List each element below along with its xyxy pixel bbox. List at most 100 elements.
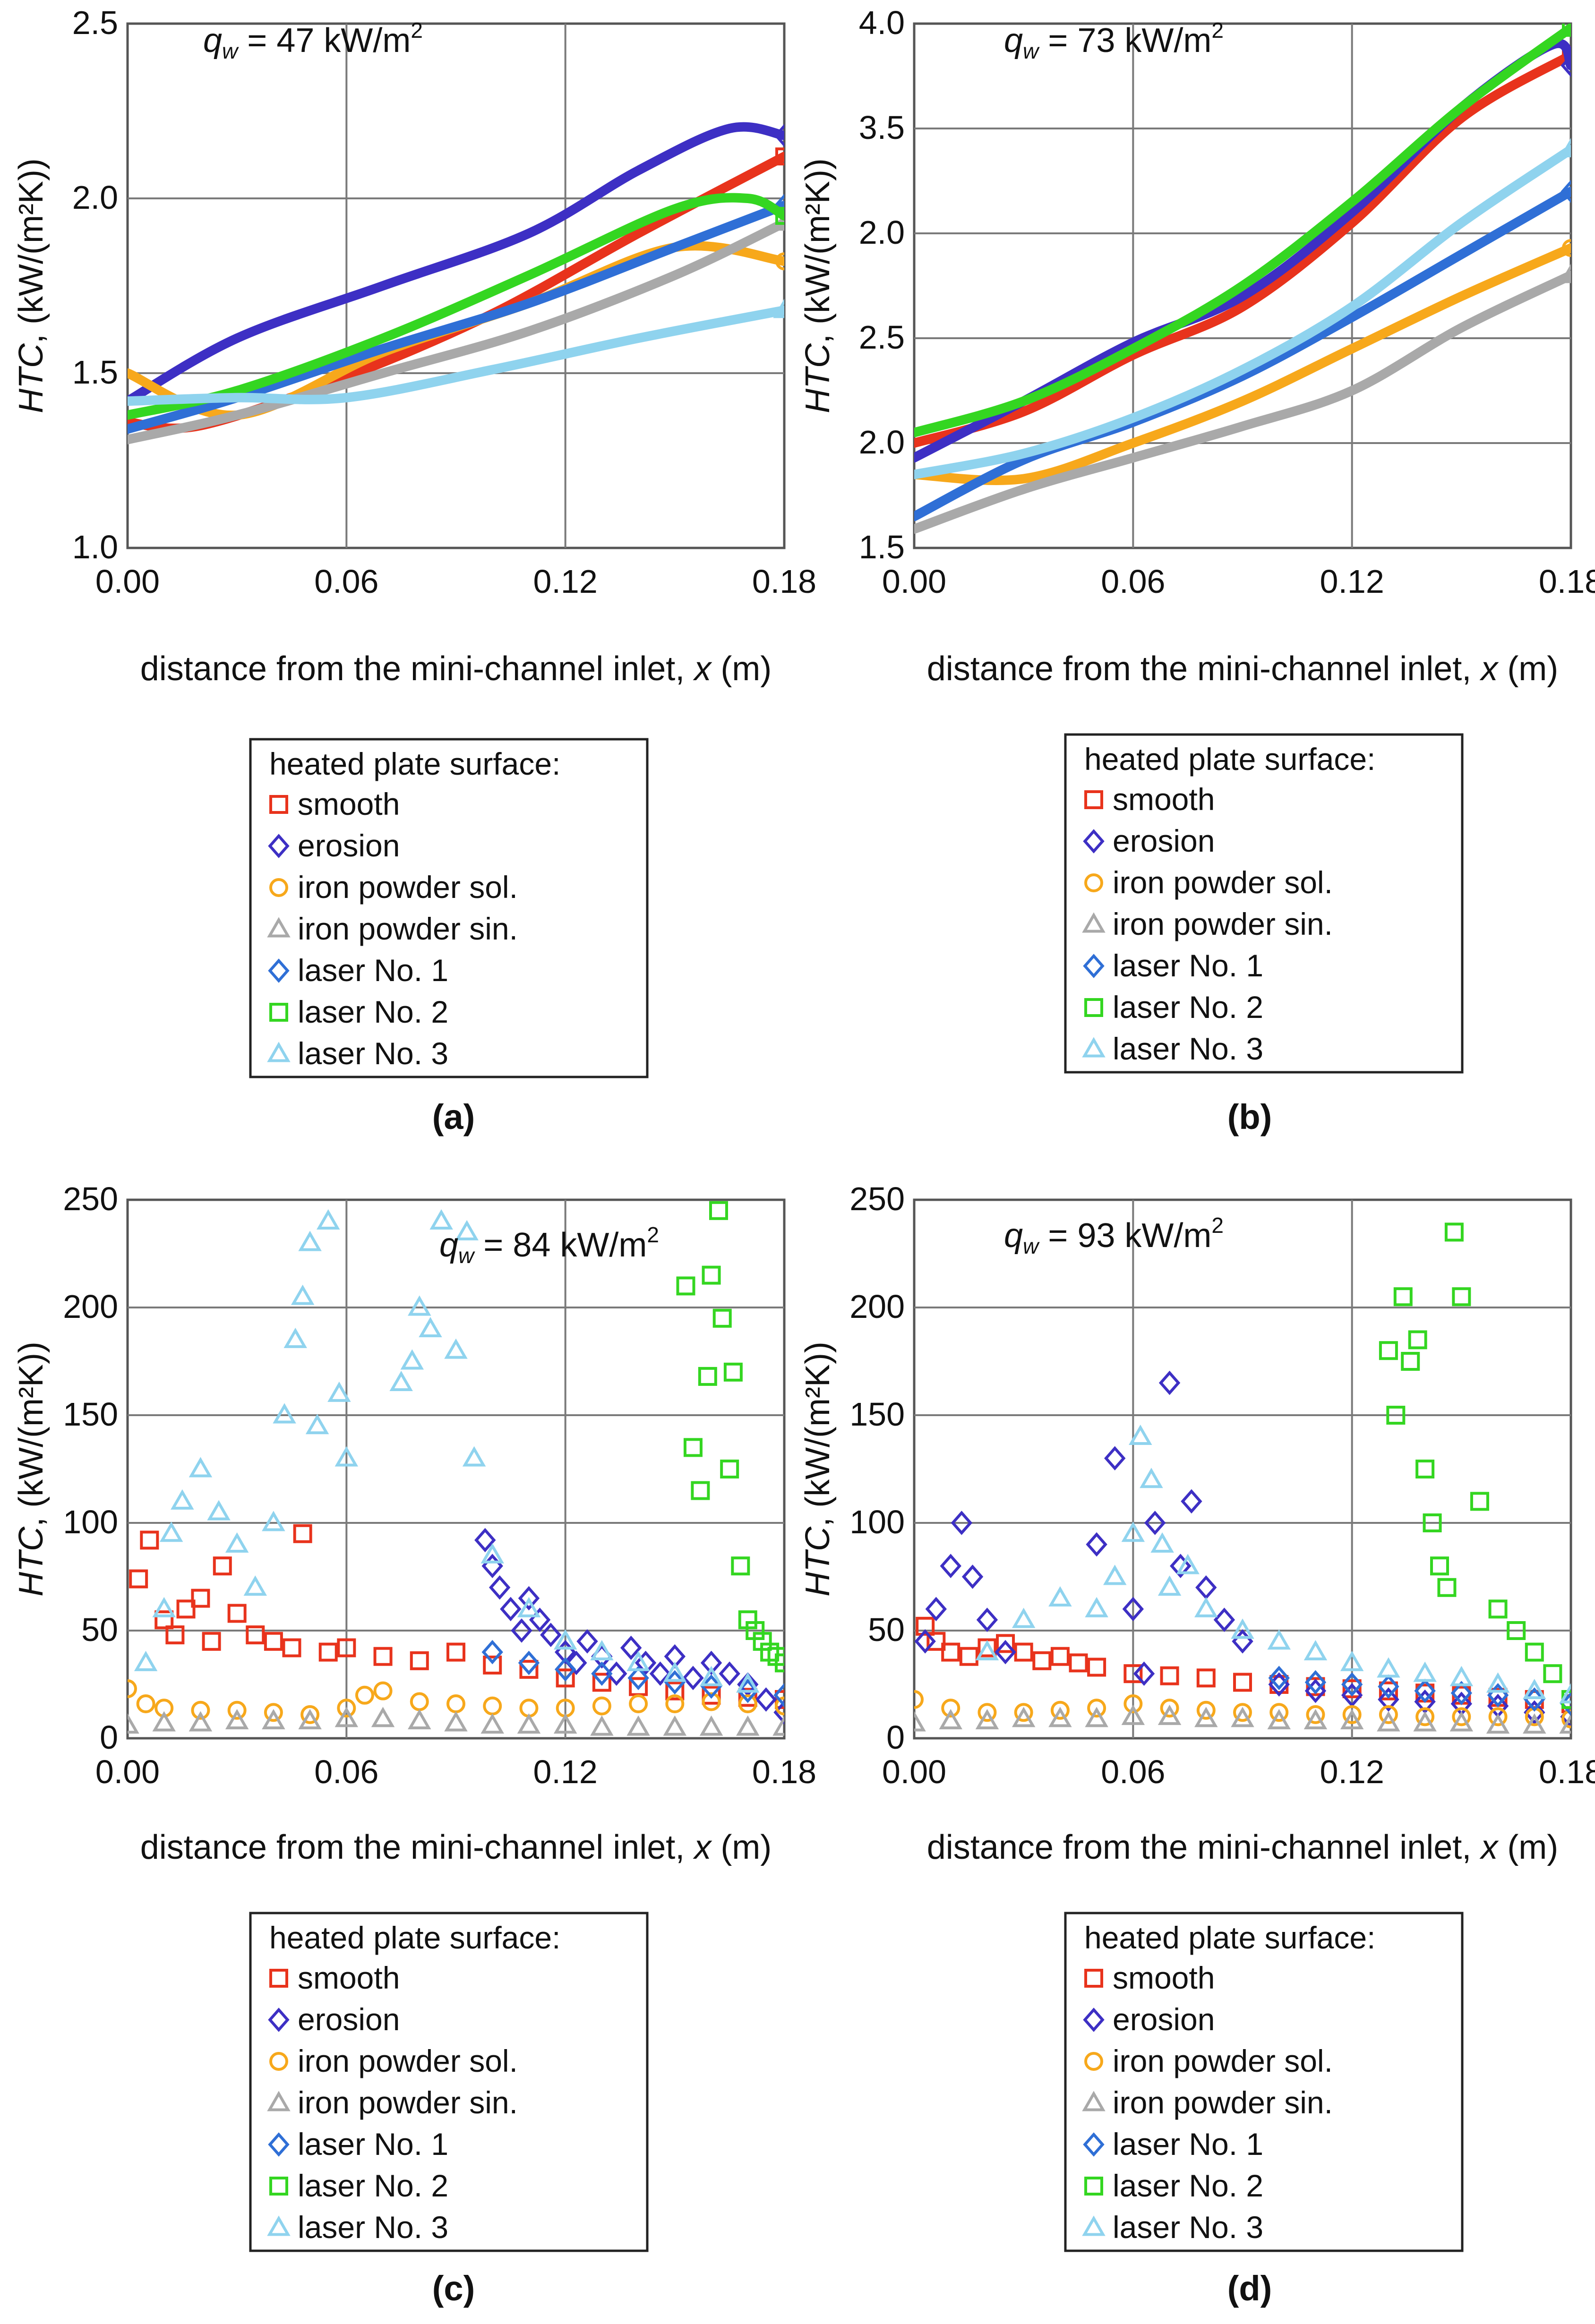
data-point (1379, 1681, 1398, 1700)
legend-item-label: laser No. 1 (1113, 948, 1263, 983)
legend: heated plate surface: smooth erosion iron p… (249, 738, 649, 1078)
data-point (1342, 1705, 1362, 1724)
data-point (976, 1607, 998, 1632)
data-point (775, 147, 784, 166)
data-point (738, 1694, 757, 1714)
data-point (702, 1685, 721, 1705)
data-point (1158, 1704, 1182, 1725)
panel-label: (c) (432, 2269, 475, 2308)
y-tick-label: 1.0 (72, 529, 118, 565)
data-point (775, 1653, 784, 1673)
data-point (592, 1673, 611, 1692)
data-point (773, 299, 784, 318)
data-point (1408, 1330, 1427, 1350)
data-point (1470, 1492, 1489, 1511)
data-point (300, 1705, 320, 1724)
y-tick-label: 1.5 (859, 529, 905, 565)
data-point (635, 1650, 657, 1675)
data-point (1233, 1673, 1252, 1692)
data-point (1562, 239, 1571, 257)
data-point (702, 1265, 721, 1285)
legend-item-label: iron powder sol. (1113, 2043, 1333, 2078)
data-point (213, 1556, 232, 1576)
data-point (1048, 1586, 1072, 1607)
data-point (1196, 1700, 1216, 1720)
legend-marker (1083, 2132, 1105, 2157)
data-point (189, 1711, 213, 1732)
series-line-laser-no-2 (128, 193, 784, 420)
data-point (592, 1696, 611, 1716)
legend: heated plate surface: smooth erosion iron p… (1064, 1912, 1464, 2252)
legend-marker (267, 2215, 291, 2236)
legend-item-label: iron powder sin. (298, 2085, 518, 2120)
data-point (298, 1709, 322, 1729)
y-tick-label: 4.0 (859, 4, 905, 41)
data-point (1194, 1707, 1218, 1727)
data-point (1069, 1653, 1088, 1673)
data-point (1413, 1711, 1437, 1732)
y-tick-label: 100 (849, 1504, 905, 1540)
data-point (444, 1711, 468, 1732)
y-tick-label: 3.5 (859, 109, 905, 146)
chart-panel-a: 0.00 0.06 0.12 0.18 1.0 1.5 2.0 2.5 qw = 47 kW/m… (12, 4, 816, 1136)
series-layer (914, 1222, 1571, 1734)
data-point (606, 1661, 627, 1686)
data-point (1507, 1621, 1526, 1640)
legend-marker (269, 1969, 288, 1988)
legend-item-label: smooth (298, 1960, 400, 1995)
data-point (1267, 1709, 1291, 1729)
data-point (483, 1655, 502, 1675)
data-point (1377, 1657, 1400, 1678)
data-point (1160, 1699, 1179, 1718)
data-point (626, 1650, 650, 1671)
legend-item-label: smooth (1113, 1960, 1215, 1995)
data-point (1087, 1658, 1106, 1677)
data-point (291, 1284, 315, 1305)
data-point (1340, 1650, 1364, 1671)
data-point (446, 1642, 465, 1662)
data-point (500, 1597, 522, 1622)
chart-panel-c: 0.00 0.06 0.12 0.18 0 50 100 150 200 250 qw = 84 k… (12, 1180, 816, 2308)
data-point (519, 1660, 539, 1679)
y-tick-label: 1.5 (72, 354, 118, 391)
data-point (1129, 1425, 1152, 1445)
data-point (176, 1599, 196, 1619)
legend-box (1064, 733, 1464, 1074)
data-point (1386, 1406, 1406, 1425)
data-point (1340, 1709, 1364, 1729)
data-point (243, 1575, 267, 1596)
x-tick-label: 0.18 (1539, 563, 1595, 600)
data-point (665, 1681, 685, 1700)
data-point (663, 1715, 687, 1736)
data-point (227, 1700, 247, 1720)
data-point (775, 252, 784, 271)
data-point (738, 1688, 757, 1707)
data-point (371, 1707, 395, 1727)
y-tick-label: 0 (100, 1719, 118, 1756)
data-point (626, 1715, 650, 1736)
data-point (1449, 1711, 1474, 1732)
legend-marker (268, 2132, 290, 2157)
data-point (1012, 1607, 1036, 1628)
data-point (700, 1674, 722, 1699)
data-point (1048, 1707, 1072, 1727)
data-point (227, 1604, 247, 1623)
legend-item-label: erosion (298, 828, 400, 863)
data-point (202, 1632, 221, 1651)
data-point (1087, 1699, 1106, 1718)
data-point (683, 1438, 703, 1457)
data-point (410, 1651, 429, 1670)
data-point (1050, 1647, 1070, 1666)
data-point (699, 1715, 723, 1736)
data-point (1562, 24, 1571, 37)
legend-item-label: iron powder sol. (1113, 865, 1333, 900)
x-axis-label: distance from the mini-channel inlet, x … (140, 1828, 772, 1866)
data-point (772, 1715, 784, 1736)
data-point (444, 1338, 468, 1359)
x-tick-label: 0.06 (314, 1753, 378, 1790)
data-point (408, 1295, 431, 1316)
data-point (1430, 1556, 1449, 1576)
data-point (700, 1650, 722, 1675)
data-point (627, 1666, 649, 1691)
data-point (1121, 1521, 1145, 1542)
